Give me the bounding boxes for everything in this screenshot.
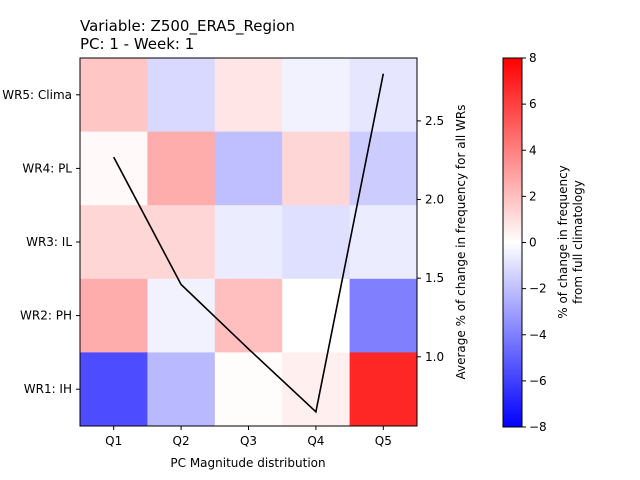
heatmap-cell bbox=[80, 58, 148, 133]
colorbar-tick-label: 0 bbox=[529, 236, 537, 250]
heatmap-cell bbox=[214, 205, 283, 280]
heatmap-cell bbox=[80, 131, 148, 206]
colorbar-tick-label: −2 bbox=[529, 282, 547, 296]
y-tick-label: WR5: Clima bbox=[2, 88, 72, 102]
heatmap-cell bbox=[147, 278, 216, 353]
heatmap-cell bbox=[349, 352, 418, 427]
colorbar-tick-label: 8 bbox=[529, 51, 537, 65]
right-tick-label: 1.5 bbox=[425, 271, 444, 285]
heatmap-cell bbox=[147, 352, 216, 427]
x-tick-label: Q1 bbox=[105, 434, 122, 448]
right-axis-label: Average % of change in frequency for all… bbox=[454, 104, 468, 379]
x-axis-label: PC Magnitude distribution bbox=[170, 456, 325, 470]
y-tick-label: WR1: IH bbox=[24, 382, 72, 396]
line-layer bbox=[112, 73, 385, 414]
colorbar-tick-label: 6 bbox=[529, 97, 537, 111]
heatmap-cell bbox=[214, 58, 283, 133]
colorbar-tick-label: 4 bbox=[529, 143, 537, 157]
heatmap-cell bbox=[214, 352, 283, 427]
heatmap-cell bbox=[147, 205, 216, 280]
y-tick-label: WR2: PH bbox=[20, 309, 72, 323]
right-tick-label: 1.0 bbox=[425, 350, 444, 364]
colorbar-tick-label: −8 bbox=[529, 420, 547, 434]
heatmap-cells bbox=[80, 58, 418, 427]
colorbar-label-line2: from full climatology bbox=[571, 180, 585, 304]
y-axis-right: 1.0 1.5 2.0 2.5 bbox=[417, 114, 444, 364]
colorbar bbox=[502, 57, 523, 428]
chart-title: Variable: Z500_ERA5_Region bbox=[80, 17, 295, 36]
heatmap-cell bbox=[80, 205, 148, 280]
heatmap-cell bbox=[349, 58, 418, 133]
y-tick-label: WR3: IL bbox=[26, 235, 72, 249]
heatmap-cell bbox=[214, 131, 283, 206]
line-series bbox=[112, 73, 385, 414]
x-tick-label: Q4 bbox=[307, 434, 324, 448]
heatmap-cell bbox=[80, 352, 148, 427]
heatmap-cell bbox=[282, 58, 351, 133]
colorbar-ticks: 8 6 4 2 0 −2 −4 −6 −8 bbox=[522, 51, 547, 434]
x-axis: Q1 Q2 Q3 Q4 Q5 bbox=[105, 426, 392, 448]
x-tick-label: Q2 bbox=[173, 434, 190, 448]
heatmap-cell bbox=[214, 278, 283, 353]
colorbar-tick-label: 2 bbox=[529, 189, 537, 203]
right-tick-label: 2.5 bbox=[425, 114, 444, 128]
heatmap-cell bbox=[282, 278, 351, 353]
y-tick-label: WR4: PL bbox=[22, 161, 72, 175]
heatmap-cell bbox=[282, 131, 351, 206]
colorbar-tick-label: −4 bbox=[529, 328, 547, 342]
heatmap-cell bbox=[349, 278, 418, 353]
x-tick-label: Q5 bbox=[375, 434, 392, 448]
heatmap-cell bbox=[147, 131, 216, 206]
heatmap-cell bbox=[147, 58, 216, 133]
colorbar-tick-label: −6 bbox=[529, 374, 547, 388]
heatmap-cell bbox=[349, 131, 418, 206]
heatmap-cell bbox=[80, 278, 148, 353]
right-tick-label: 2.0 bbox=[425, 193, 444, 207]
y-axis-left: WR5: Clima WR4: PL WR3: IL WR2: PH WR1: IH bbox=[2, 88, 80, 396]
heatmap-cell bbox=[349, 205, 418, 280]
chart-subtitle: PC: 1 - Week: 1 bbox=[80, 35, 194, 53]
heatmap-cell bbox=[282, 205, 351, 280]
heatmap-cell bbox=[282, 352, 351, 427]
colorbar-label-line1: % of change in frequency bbox=[556, 165, 570, 319]
x-tick-label: Q3 bbox=[240, 434, 257, 448]
